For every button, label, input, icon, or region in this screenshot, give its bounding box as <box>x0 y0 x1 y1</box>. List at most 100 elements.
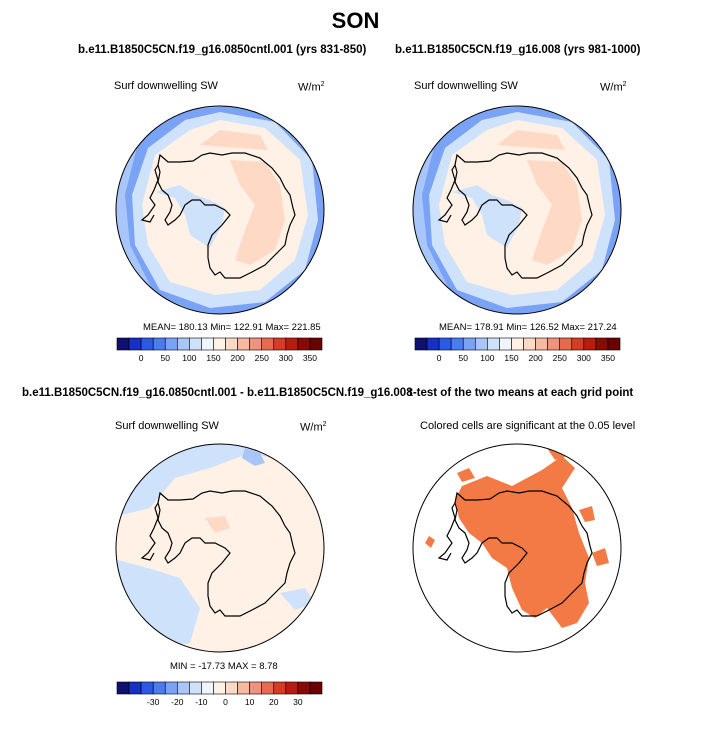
colorbar-tick-label: 0 <box>223 697 228 707</box>
colorbar-box <box>189 681 202 695</box>
colorbar-tick-label: -20 <box>171 697 184 707</box>
colorbar-box <box>164 337 178 351</box>
colorbar-box <box>237 681 250 695</box>
colorbar-box <box>116 681 130 695</box>
colorbar-box <box>261 681 275 695</box>
panel-3-units: W/m2 <box>300 421 327 434</box>
significant-region-6 <box>592 548 609 566</box>
colorbar-box <box>152 681 166 695</box>
colorbar-box <box>487 337 500 351</box>
panel-2-subtitle: Surf downwelling SW <box>414 80 518 92</box>
colorbar-tick-label: 150 <box>206 353 220 363</box>
colorbar-box <box>128 681 142 695</box>
colorbar-box <box>450 337 464 351</box>
colorbar-tick-label: 50 <box>161 353 171 363</box>
colorbar-box <box>285 681 299 695</box>
panel-1-subtitle: Surf downwelling SW <box>114 80 218 92</box>
colorbar-tick-label: 300 <box>577 353 591 363</box>
colorbar-tick-label: 10 <box>245 697 255 707</box>
colorbar-box <box>297 337 311 351</box>
colorbar-box <box>176 337 190 351</box>
map-panel-2 <box>412 105 622 315</box>
colorbar-box <box>237 337 250 351</box>
panel-1-stats: MEAN= 180.13 Min= 122.91 Max= 221.85 <box>143 322 321 333</box>
colorbar-tick-label: 150 <box>504 353 518 363</box>
colorbar-box <box>164 681 178 695</box>
colorbar-box <box>297 681 311 695</box>
panel-1-units: W/m2 <box>298 81 325 94</box>
colorbar-box <box>426 337 440 351</box>
colorbar-box <box>201 337 214 351</box>
colorbar-tick-label: 50 <box>459 353 469 363</box>
panel-3-subtitle: Surf downwelling SW <box>115 420 219 432</box>
colorbar-tick-label: 250 <box>553 353 567 363</box>
map-outline <box>115 443 325 653</box>
colorbar-tick-label: 100 <box>480 353 494 363</box>
colorbar-tick-label: 200 <box>528 353 542 363</box>
colorbar-box <box>116 337 130 351</box>
colorbar-tick-label: 300 <box>279 353 293 363</box>
colorbar-box <box>225 337 238 351</box>
colorbar-box <box>225 681 238 695</box>
significant-region-2 <box>425 536 435 548</box>
season-title: SON <box>331 8 380 33</box>
colorbar-tick-label: 0 <box>139 353 144 363</box>
colorbar-box <box>535 337 548 351</box>
colorbar-tick-label: 0 <box>437 353 442 363</box>
colorbar-box <box>261 337 275 351</box>
colorbar-tick-label: 30 <box>293 697 303 707</box>
colorbar-box <box>438 337 452 351</box>
colorbar-box <box>128 337 142 351</box>
map-panel-4 <box>412 443 622 653</box>
colorbar-tick-label: -10 <box>195 697 208 707</box>
panel-4-subtitle: Colored cells are significant at the 0.0… <box>420 420 636 432</box>
colorbar-box <box>583 337 597 351</box>
colorbar-tick-label: 20 <box>269 697 279 707</box>
colorbar-box <box>462 337 476 351</box>
colorbar-2: 0 50 100 150 200 250 300 350 <box>414 337 621 363</box>
colorbar-tick-label: 200 <box>230 353 244 363</box>
colorbar-box <box>152 337 166 351</box>
colorbar-box <box>499 337 512 351</box>
colorbar-box <box>249 681 263 695</box>
colorbar-box <box>213 337 226 351</box>
field-fill <box>116 444 324 652</box>
colorbar-tick-label: 350 <box>303 353 317 363</box>
colorbar-tick-label: 250 <box>255 353 269 363</box>
colorbar-box <box>201 681 214 695</box>
significant-region-3 <box>457 468 475 482</box>
colorbar-box <box>511 337 524 351</box>
colorbar-box <box>273 681 287 695</box>
colorbar-box <box>140 337 154 351</box>
colorbar-box <box>249 337 263 351</box>
panel-2-stats: MEAN= 178.91 Min= 126.52 Max= 217.24 <box>439 322 617 333</box>
colorbar-tick-label: 100 <box>182 353 196 363</box>
map-panel-3 <box>115 443 325 653</box>
panel-2-title: b.e11.B1850C5CN.f19_g16.008 (yrs 981-100… <box>395 44 641 56</box>
panel-2-units: W/m2 <box>600 81 627 94</box>
field-fill <box>116 106 324 314</box>
colorbar-box <box>285 337 299 351</box>
map-outline <box>412 443 622 653</box>
colorbar-box <box>571 337 585 351</box>
colorbar-box <box>595 337 609 351</box>
map-outline <box>412 105 622 315</box>
colorbar-box <box>309 681 323 695</box>
colorbar-box <box>547 337 561 351</box>
colorbar-box <box>607 337 621 351</box>
colorbar-box <box>176 681 190 695</box>
map-outline <box>115 105 325 315</box>
colorbar-1: 0 50 100 150 200 250 300 350 <box>116 337 323 363</box>
panel-4-title: t-test of the two means at each grid poi… <box>409 387 634 399</box>
colorbar-box <box>140 681 154 695</box>
colorbar-box <box>559 337 573 351</box>
colorbar-box <box>273 337 287 351</box>
panel-1-title: b.e11.B1850C5CN.f19_g16.0850cntl.001 (yr… <box>78 44 367 56</box>
colorbar-3: -30 -20 -10 0 10 20 30 <box>116 681 323 707</box>
panel-3-title: b.e11.B1850C5CN.f19_g16.0850cntl.001 - b… <box>22 387 413 399</box>
colorbar-box <box>523 337 536 351</box>
significant-region-5 <box>579 506 595 522</box>
colorbar-box <box>414 337 428 351</box>
field-fill <box>413 106 621 314</box>
